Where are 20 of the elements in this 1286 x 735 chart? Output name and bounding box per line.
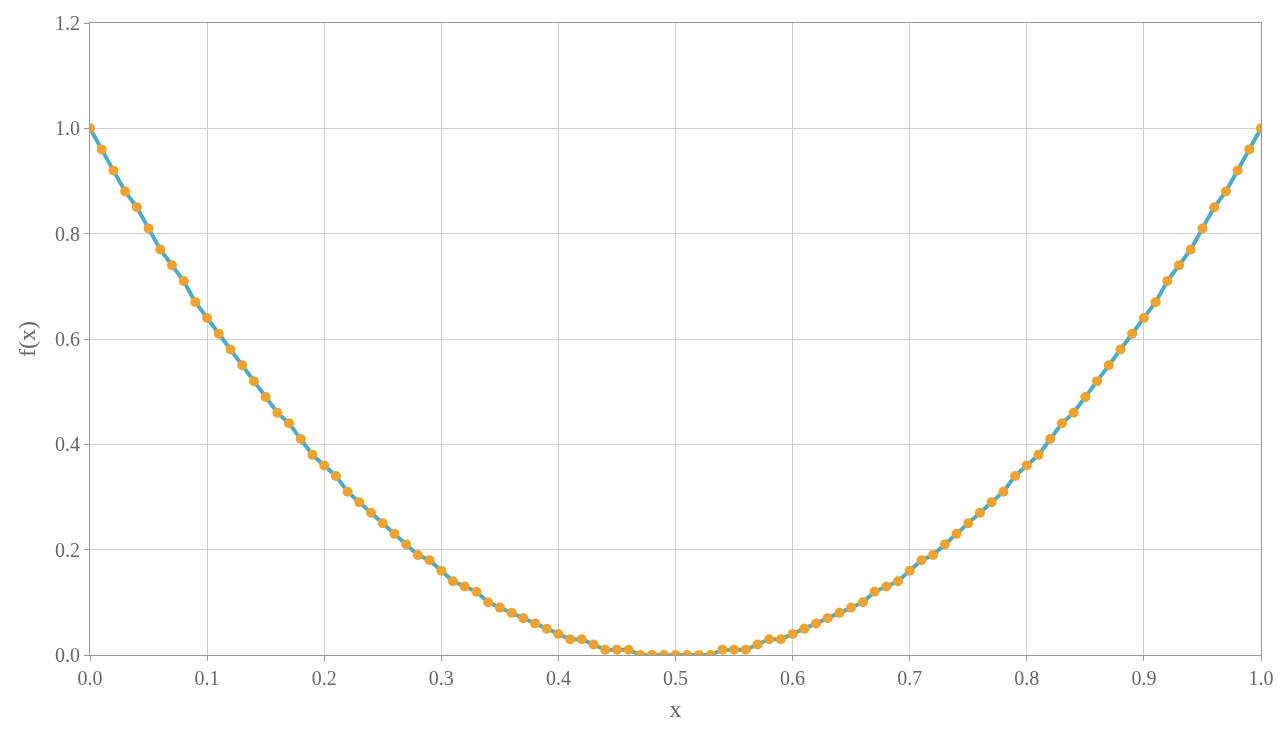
y-axis-title: f(x) xyxy=(14,321,41,357)
x-axis-title: x xyxy=(669,696,682,723)
x-tick-label: 0.5 xyxy=(663,667,688,689)
y-tick-label: 0.8 xyxy=(55,222,80,245)
x-tick-label: 0.8 xyxy=(1014,667,1040,689)
x-tick-label: 0.4 xyxy=(545,667,571,689)
y-tick-label: 1.2 xyxy=(55,12,80,34)
x-tick-label: 0.0 xyxy=(77,667,103,689)
x-tick-label: 0.6 xyxy=(780,667,806,689)
x-tick-label: 0.9 xyxy=(1131,667,1157,689)
x-tick-label: 0.1 xyxy=(194,667,220,689)
x-tick-label: 1.0 xyxy=(1248,667,1274,689)
y-tick-label: 0.4 xyxy=(55,433,80,456)
x-tick-label: 0.2 xyxy=(311,667,337,689)
x-tick-label: 0.7 xyxy=(897,667,923,689)
y-tick-label: 0.6 xyxy=(55,328,80,350)
y-tick-label: 0.0 xyxy=(55,644,80,666)
y-tick-label: 1.0 xyxy=(55,117,80,140)
x-tick-label: 0.3 xyxy=(428,667,454,689)
y-tick-label: 0.2 xyxy=(55,538,80,561)
